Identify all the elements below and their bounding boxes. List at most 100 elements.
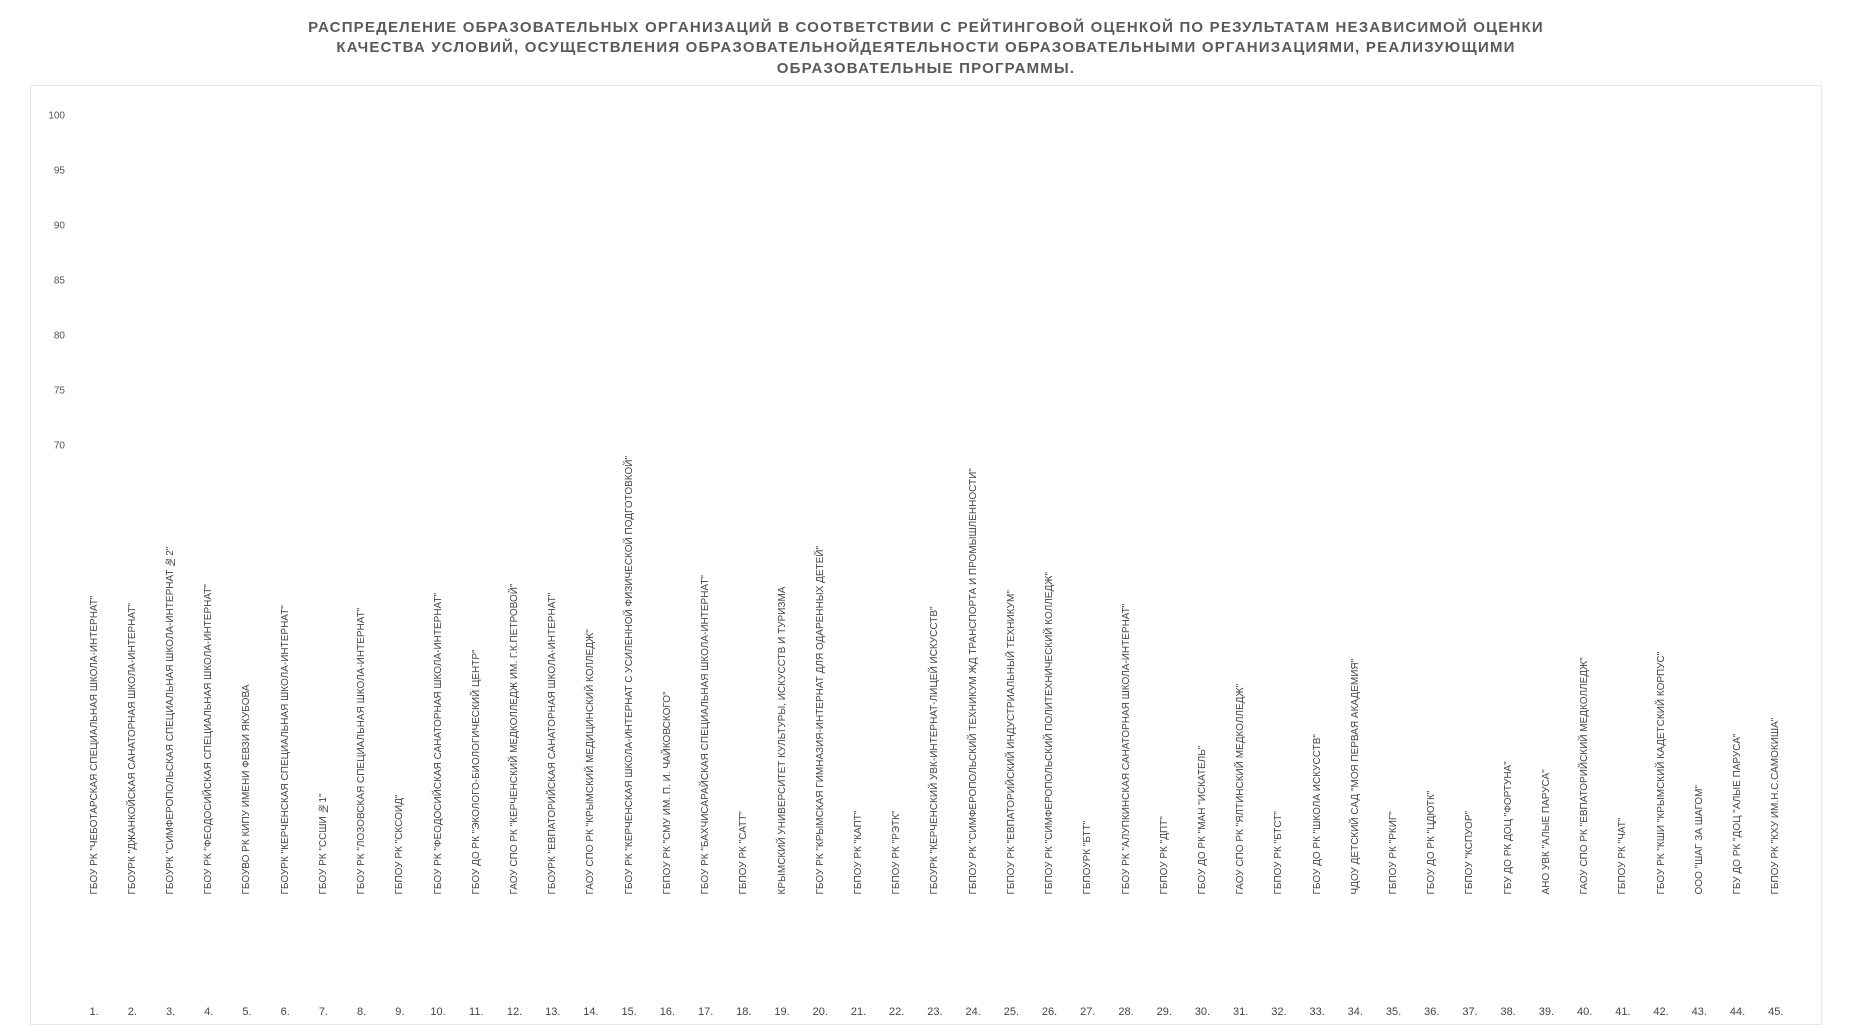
x-label-slot: ГБОУ ДО РК "ЭКОЛОГО-БИОЛОГИЧЕСКИЙ ЦЕНТР" xyxy=(457,456,495,894)
x-number: 3. xyxy=(151,1006,189,1018)
x-labels-row: ГБОУ РК "ЧЕБОТАРСКАЯ СПЕЦИАЛЬНАЯ ШКОЛА-И… xyxy=(75,456,1795,894)
x-label: ООО "ШАГ ЗА ШАГОМ" xyxy=(1694,456,1705,894)
x-label-slot: ГБПОУ РК "КАПТ" xyxy=(839,456,877,894)
x-label: ГБПОУ РК "БТСТ" xyxy=(1273,456,1284,894)
x-label: ГБОУ ДО РК "МАН "ИСКАТЕЛЬ" xyxy=(1197,456,1208,894)
x-label-slot: ГБОУРК "КЕРЧЕНСКАЯ СПЕЦИАЛЬНАЯ ШКОЛА-ИНТ… xyxy=(266,456,304,894)
x-number: 34. xyxy=(1336,1006,1374,1018)
x-number: 10. xyxy=(419,1006,457,1018)
x-label-slot: ГБОУ РК "КРЫМСКАЯ ГИМНАЗИЯ-ИНТЕРНАТ ДЛЯ … xyxy=(801,456,839,894)
y-tick: 70 xyxy=(54,440,69,451)
x-label: ГБПОУ РК "КАПТ" xyxy=(853,456,864,894)
x-number: 27. xyxy=(1069,1006,1107,1018)
x-number: 11. xyxy=(457,1006,495,1018)
x-label: ГБОУ РК "БАХЧИСАРАЙСКАЯ СПЕЦИАЛЬНАЯ ШКОЛ… xyxy=(700,456,711,894)
x-label-slot: ГБПОУ РК "РЭТК" xyxy=(878,456,916,894)
x-label-slot: ГБПОУ РК "ДПТ" xyxy=(1145,456,1183,894)
x-label-slot: ГБПОУ РК "БТСТ" xyxy=(1260,456,1298,894)
x-label: ГБОУВО РК КИПУ ИМЕНИ ФЕВЗИ ЯКУБОВА xyxy=(241,456,252,894)
x-label: ГБУ ДО РК "ДОЦ "АЛЫЕ ПАРУСА" xyxy=(1732,456,1743,894)
x-label: ЧДОУ ДЕТСКИЙ САД "МОЯ ПЕРВАЯ АКАДЕМИЯ" xyxy=(1350,456,1361,894)
x-numbers-row: 1.2.3.4.5.6.7.8.9.10.11.12.13.14.15.16.1… xyxy=(75,1006,1795,1018)
x-number: 38. xyxy=(1489,1006,1527,1018)
x-number: 7. xyxy=(304,1006,342,1018)
x-label-slot: ГБПОУ РК "СКСОИД" xyxy=(381,456,419,894)
x-label: ГБПОУ РК "СИМФЕРОПОЛЬСКИЙ ТЕХНИКУМ ЖД ТР… xyxy=(968,456,979,894)
bars-container xyxy=(75,116,1795,446)
x-label-slot: ГБПОУ РК "ЕВПАТОРИЙСКИЙ ИНДУСТРИАЛЬНЫЙ Т… xyxy=(992,456,1030,894)
x-number: 12. xyxy=(495,1006,533,1018)
x-label-slot: ГБОУ РК "ФЕОДОСИЙСКАЯ СПЕЦИАЛЬНАЯ ШКОЛА-… xyxy=(190,456,228,894)
x-label: ГАОУ СПО РК "КРЫМСКИЙ МЕДИЦИНСКИЙ КОЛЛЕД… xyxy=(585,456,596,894)
x-label-slot: ГБУ ДО РК "ДОЦ "АЛЫЕ ПАРУСА" xyxy=(1718,456,1756,894)
x-label: ГБОУРК "СИМФЕРОПОЛЬСКАЯ СПЕЦИАЛЬНАЯ ШКОЛ… xyxy=(165,456,176,894)
x-label-slot: АНО УВК "АЛЫЕ ПАРУСА" xyxy=(1527,456,1565,894)
x-label-slot: ГБОУРК "ДЖАНКОЙСКАЯ САНАТОРНАЯ ШКОЛА-ИНТ… xyxy=(113,456,151,894)
x-label-slot: ГБПОУ "КСПУОР" xyxy=(1451,456,1489,894)
x-label-slot: ГБПОУРК "БТТ" xyxy=(1069,456,1107,894)
x-number: 13. xyxy=(534,1006,572,1018)
x-number: 25. xyxy=(992,1006,1030,1018)
x-number: 35. xyxy=(1374,1006,1412,1018)
x-number: 2. xyxy=(113,1006,151,1018)
y-tick: 85 xyxy=(54,275,69,286)
x-number: 42. xyxy=(1642,1006,1680,1018)
x-number: 15. xyxy=(610,1006,648,1018)
x-label-slot: ГАОУ СПО РК "КЕРЧЕНСКИЙ МЕДКОЛЛЕДЖ ИМ. Г… xyxy=(495,456,533,894)
plot-area: 707580859095100 xyxy=(69,116,1801,446)
x-number: 45. xyxy=(1757,1006,1795,1018)
y-tick: 90 xyxy=(54,220,69,231)
x-number: 23. xyxy=(916,1006,954,1018)
x-label-slot: ГБПОУ РК "СМУ ИМ. П. И. ЧАЙКОВСКОГО" xyxy=(648,456,686,894)
x-number: 31. xyxy=(1222,1006,1260,1018)
x-label: ГБПОУ РК "САТТ" xyxy=(738,456,749,894)
x-label-slot: ГБОУРК "КЕРЧЕНСКИЙ УВК-ИНТЕРНАТ-ЛИЦЕЙ ИС… xyxy=(916,456,954,894)
x-number: 29. xyxy=(1145,1006,1183,1018)
x-number: 33. xyxy=(1298,1006,1336,1018)
x-number: 1. xyxy=(75,1006,113,1018)
title-line-1: РАСПРЕДЕЛЕНИЕ ОБРАЗОВАТЕЛЬНЫХ ОРГАНИЗАЦИ… xyxy=(308,19,1544,36)
x-number: 41. xyxy=(1604,1006,1642,1018)
x-label-slot: ГБОУ ДО РК "ШКОЛА ИСКУССТВ" xyxy=(1298,456,1336,894)
x-label: ГБПОУ РК "ЕВПАТОРИЙСКИЙ ИНДУСТРИАЛЬНЫЙ Т… xyxy=(1006,456,1017,894)
x-number: 17. xyxy=(687,1006,725,1018)
y-tick: 95 xyxy=(54,165,69,176)
x-number: 39. xyxy=(1527,1006,1565,1018)
x-label: ГБОУ РК "АЛУПКИНСКАЯ САНАТОРНАЯ ШКОЛА-ИН… xyxy=(1121,456,1132,894)
x-number: 9. xyxy=(381,1006,419,1018)
x-label-slot: ГБПОУ РК "РКИГ" xyxy=(1374,456,1412,894)
x-label: ГБПОУ РК "ДПТ" xyxy=(1159,456,1170,894)
x-label: ГБОУ РК "КЕРЧЕНСКАЯ ШКОЛА-ИНТЕРНАТ С УСИ… xyxy=(624,456,635,894)
x-number: 24. xyxy=(954,1006,992,1018)
x-label: ГБОУ РК "КРЫМСКАЯ ГИМНАЗИЯ-ИНТЕРНАТ ДЛЯ … xyxy=(815,456,826,894)
y-tick: 80 xyxy=(54,330,69,341)
x-number: 6. xyxy=(266,1006,304,1018)
x-label: ГБПОУ РК "РКИГ" xyxy=(1388,456,1399,894)
x-label: ГБОУРК "ДЖАНКОЙСКАЯ САНАТОРНАЯ ШКОЛА-ИНТ… xyxy=(127,456,138,894)
x-number: 28. xyxy=(1107,1006,1145,1018)
page: РАСПРЕДЕЛЕНИЕ ОБРАЗОВАТЕЛЬНЫХ ОРГАНИЗАЦИ… xyxy=(0,0,1852,1024)
x-label-slot: ГБПОУ РК "САТТ" xyxy=(725,456,763,894)
x-label-slot: ГБОУВО РК КИПУ ИМЕНИ ФЕВЗИ ЯКУБОВА xyxy=(228,456,266,894)
x-label: ГАОУ СПО РК "ЯЛТИНСКИЙ МЕДКОЛЛЕДЖ" xyxy=(1235,456,1246,894)
x-label-slot: ГБОУ РК "КШИ "КРЫМСКИЙ КАДЕТСКИЙ КОРПУС" xyxy=(1642,456,1680,894)
x-label: ГБПОУ РК "СКСОИД" xyxy=(394,456,405,894)
x-label: КРЫМСКИЙ УНИВЕРСИТЕТ КУЛЬТУРЫ, ИСКУССТВ … xyxy=(777,456,788,894)
x-label-slot: ГБОУ РК "ЧЕБОТАРСКАЯ СПЕЦИАЛЬНАЯ ШКОЛА-И… xyxy=(75,456,113,894)
x-number: 5. xyxy=(228,1006,266,1018)
x-label-slot: ГБОУ РК "АЛУПКИНСКАЯ САНАТОРНАЯ ШКОЛА-ИН… xyxy=(1107,456,1145,894)
x-label-slot: ГБОУРК "ЕВПАТОРИЙСКАЯ САНАТОРНАЯ ШКОЛА-И… xyxy=(534,456,572,894)
x-label: ГАОУ СПО РК "КЕРЧЕНСКИЙ МЕДКОЛЛЕДЖ ИМ. Г… xyxy=(509,456,520,894)
x-label-slot: ЧДОУ ДЕТСКИЙ САД "МОЯ ПЕРВАЯ АКАДЕМИЯ" xyxy=(1336,456,1374,894)
x-label-slot: ГБОУ РК "ФЕОДОСИЙСКАЯ САНАТОРНАЯ ШКОЛА-И… xyxy=(419,456,457,894)
x-number: 8. xyxy=(343,1006,381,1018)
x-label: ГБОУРК "КЕРЧЕНСКИЙ УВК-ИНТЕРНАТ-ЛИЦЕЙ ИС… xyxy=(929,456,940,894)
x-label: ГБОУ РК "ФЕОДОСИЙСКАЯ СПЕЦИАЛЬНАЯ ШКОЛА-… xyxy=(203,456,214,894)
x-label-slot: ГАОУ СПО РК "ЕВПАТОРИЙСКИЙ МЕДКОЛЛЕДЖ" xyxy=(1566,456,1604,894)
x-label-slot: ГБПОУ РК "СИМФЕРОПОЛЬСКИЙ ПОЛИТЕХНИЧЕСКИ… xyxy=(1030,456,1068,894)
x-number: 44. xyxy=(1718,1006,1756,1018)
x-number: 37. xyxy=(1451,1006,1489,1018)
x-number: 22. xyxy=(878,1006,916,1018)
x-label: АНО УВК "АЛЫЕ ПАРУСА" xyxy=(1541,456,1552,894)
x-label: ГБПОУ "КСПУОР" xyxy=(1464,456,1475,894)
